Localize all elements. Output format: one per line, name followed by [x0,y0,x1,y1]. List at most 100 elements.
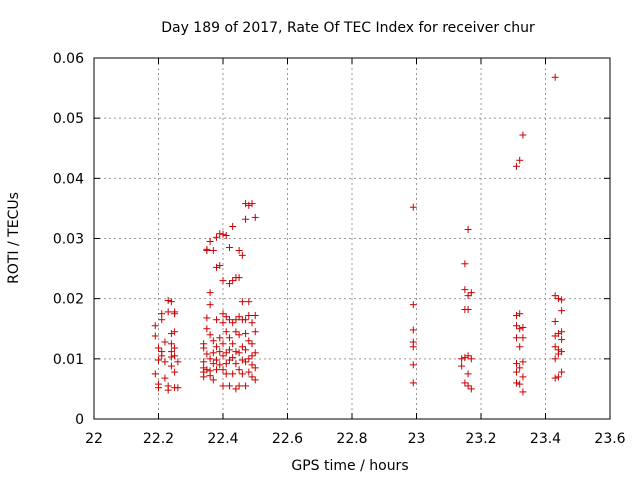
data-point [229,370,237,378]
data-point [232,385,240,393]
data-point [151,332,159,340]
data-point [225,316,233,324]
x-tick-label: 22.8 [336,431,367,447]
data-point [245,337,253,345]
x-tick-label: 22.6 [272,431,303,447]
data-point [164,308,172,316]
data-point [161,358,169,366]
data-point [222,360,230,368]
data-point [200,344,208,352]
data-point [213,316,221,324]
data-point [516,156,524,164]
y-tick-label: 0.03 [53,232,84,248]
grid-lines [94,58,610,419]
data-point [251,364,259,372]
data-point [229,222,237,230]
data-point [235,366,243,374]
data-point [235,331,243,339]
data-point [171,310,179,318]
data-point [174,384,182,392]
data-point [209,337,217,345]
data-point [554,330,562,338]
data-point [171,328,179,336]
data-point [558,336,566,344]
data-point [161,374,169,382]
data-point [167,353,175,361]
data-point [558,296,566,304]
data-point [174,358,182,366]
data-point [219,310,227,318]
data-point [251,312,259,320]
data-point [161,338,169,346]
data-point [206,355,214,363]
data-point [245,312,253,320]
data-point [200,358,208,366]
data-point [206,289,214,297]
data-point [232,328,240,336]
data-point [519,388,527,396]
data-point [458,355,466,363]
data-point [409,203,417,211]
data-point [222,370,230,378]
data-point [467,355,475,363]
y-tick-label: 0.06 [53,51,84,67]
data-point [551,73,559,81]
data-point [209,376,217,384]
data-point [461,260,469,268]
data-point [551,292,559,300]
x-axis-label: GPS time / hours [291,458,408,474]
data-point [242,382,250,390]
data-point [203,366,211,374]
data-point [225,334,233,342]
data-point [245,298,253,306]
data-point [219,230,227,238]
data-point [458,362,466,370]
data-point [248,340,256,348]
data-point [206,301,214,309]
data-point [238,343,246,351]
x-tick-label: 23 [408,431,426,447]
data-point [251,328,259,336]
y-axis: 0 0.01 0.02 0.03 0.04 0.05 0.06 [53,51,610,428]
data-point [461,354,469,362]
data-point [158,316,166,324]
data-point [551,343,559,351]
data-point [242,200,250,208]
data-points [151,73,566,396]
data-point [558,348,566,356]
data-point [512,334,520,342]
data-point [248,361,256,369]
data-point [464,305,472,313]
data-point [519,324,527,332]
data-point [206,331,214,339]
data-point [151,322,159,330]
data-point [516,325,524,333]
data-point [251,376,259,384]
data-point [467,385,475,393]
data-point [209,360,217,368]
y-tick-label: 0 [75,412,84,428]
data-point [464,370,472,378]
data-point [216,262,224,270]
data-point [248,352,256,360]
data-point [219,366,227,374]
data-point [409,361,417,369]
data-point [242,215,250,223]
data-point [206,238,214,246]
data-point [213,343,221,351]
data-point [251,213,259,221]
data-point [512,360,520,368]
data-point [409,379,417,387]
data-point [225,346,233,354]
data-point [235,247,243,255]
data-point [164,296,172,304]
y-tick-label: 0.05 [53,111,84,127]
data-point [245,201,253,209]
x-tick-label: 22 [85,431,103,447]
data-point [219,319,227,327]
data-point [248,200,256,208]
data-point [516,310,524,318]
data-point [551,318,559,326]
data-point [242,358,250,366]
